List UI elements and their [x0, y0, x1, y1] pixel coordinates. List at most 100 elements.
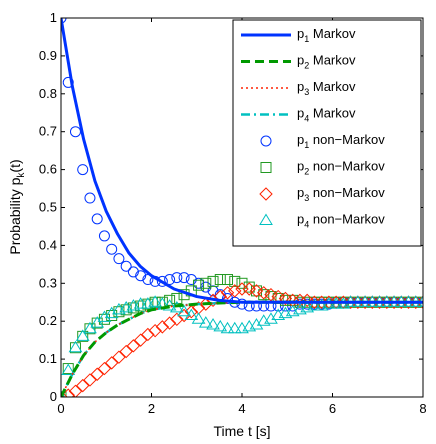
legend-marker-p4-non-markov: [259, 213, 273, 225]
data-point-p3-non-markov: [112, 350, 126, 364]
data-point-p4-non-markov: [213, 319, 228, 332]
x-tick-label: 2: [148, 401, 155, 416]
data-point-p4-non-markov: [133, 297, 148, 309]
data-point-p4-non-markov: [75, 329, 90, 341]
data-point-p3-non-markov: [351, 295, 365, 309]
data-point-p4-non-markov: [264, 312, 278, 324]
data-point-p4-non-markov: [191, 312, 206, 324]
x-axis-label: Time t [s]: [213, 423, 270, 439]
data-point-p4-non-markov: [90, 316, 105, 328]
data-point-p3-non-markov: [119, 344, 133, 359]
y-tick-label: 0.1: [39, 351, 57, 366]
legend-label-p2-non-markov: p2 non−Markov: [297, 159, 385, 177]
data-point-p3-non-markov: [162, 316, 177, 330]
data-point-p1-non-markov: [185, 274, 197, 286]
data-point-p3-non-markov: [228, 284, 242, 298]
data-point-p3-non-markov: [76, 378, 90, 393]
data-point-p3-non-markov: [177, 308, 191, 323]
data-point-p4-non-markov: [184, 308, 199, 321]
data-point-p4-non-markov: [83, 321, 97, 334]
data-point-p3-non-markov: [97, 361, 112, 376]
data-point-p3-non-markov: [83, 373, 97, 387]
legend-label-p4-markov: p4 Markov: [297, 106, 356, 124]
legend-label-p3-markov: p3 Markov: [297, 79, 356, 97]
y-tick-label: 0.3: [39, 275, 57, 290]
data-point-p3-non-markov: [133, 333, 148, 347]
data-point-p3-non-markov: [365, 295, 380, 309]
data-point-p3-non-markov: [387, 295, 401, 309]
data-point-p3-non-markov: [278, 291, 293, 306]
data-point-p3-non-markov: [220, 286, 235, 300]
x-tick-label: 6: [329, 401, 336, 416]
data-point-p4-non-markov: [227, 321, 242, 334]
series-p3-non-markov: [61, 282, 423, 397]
data-point-p2-non-markov: [77, 330, 89, 342]
data-point-p3-non-markov: [170, 312, 184, 327]
data-point-p3-non-markov: [235, 282, 249, 296]
y-tick-label: 0.8: [39, 86, 57, 101]
data-point-p3-non-markov: [90, 367, 104, 381]
y-tick-label: 0: [50, 389, 57, 404]
data-point-p1-non-markov: [106, 243, 118, 255]
data-point-p1-non-markov: [164, 274, 176, 286]
data-point-p1-non-markov: [236, 298, 248, 310]
data-point-p3-non-markov: [155, 320, 170, 334]
data-point-p2-non-markov: [236, 277, 248, 289]
legend-marker-p2-non-markov: [260, 162, 272, 173]
data-point-p3-non-markov: [257, 286, 271, 300]
data-point-p3-non-markov: [104, 356, 119, 370]
series-line-p1-markov: [61, 18, 423, 304]
data-point-p3-non-markov: [61, 390, 68, 397]
data-point-p3-non-markov: [242, 282, 256, 296]
data-point-p2-non-markov: [250, 285, 262, 297]
y-tick-label: 0.9: [39, 48, 57, 63]
data-point-p3-non-markov: [314, 295, 329, 309]
data-point-p4-non-markov: [249, 318, 264, 330]
series-p1-markov: [61, 18, 423, 304]
legend-label-p1-non-markov: p1 non−Markov: [297, 132, 385, 150]
legend: p1 Markov p2 Markov p3 Markov p4 Markov p1 n…: [232, 19, 422, 247]
data-point-p4-non-markov: [177, 304, 191, 317]
data-point-p3-non-markov: [401, 295, 416, 309]
data-point-p1-non-markov: [135, 270, 147, 282]
data-point-p1-non-markov: [178, 272, 190, 284]
data-point-p3-non-markov: [358, 295, 372, 309]
data-point-p4-non-markov: [206, 318, 220, 330]
y-axis-label: Probability pk(t): [7, 159, 27, 254]
data-point-p4-non-markov: [61, 363, 76, 375]
data-point-p2-non-markov: [222, 274, 234, 286]
data-point-p3-non-markov: [409, 295, 423, 309]
data-point-p3-non-markov: [394, 295, 408, 309]
data-point-p1-non-markov: [127, 266, 139, 278]
legend-box: [232, 19, 422, 247]
data-point-p3-non-markov: [380, 295, 394, 309]
data-point-p3-non-markov: [148, 323, 162, 338]
data-point-p2-non-markov: [193, 279, 205, 291]
data-point-p1-non-markov: [113, 253, 125, 265]
y-tick-label: 0.7: [39, 124, 57, 139]
legend-marker-p3-non-markov: [259, 187, 273, 201]
x-tick-label: 4: [238, 401, 245, 416]
data-point-p1-non-markov: [77, 164, 89, 176]
data-point-p2-non-markov: [229, 275, 241, 287]
data-point-p4-non-markov: [148, 295, 163, 307]
data-point-p3-non-markov: [307, 295, 322, 309]
data-point-p2-non-markov: [171, 292, 183, 304]
data-point-p3-non-markov: [293, 293, 307, 308]
y-tick-label: 1: [50, 10, 57, 25]
data-point-p4-non-markov: [220, 321, 235, 334]
data-point-p1-non-markov: [91, 213, 103, 225]
y-tick-label: 0.6: [39, 162, 57, 177]
data-point-p3-non-markov: [126, 339, 141, 353]
data-point-p3-non-markov: [300, 293, 314, 308]
data-point-p3-non-markov: [184, 305, 199, 319]
data-point-p3-non-markov: [264, 287, 278, 302]
data-point-p3-non-markov: [343, 295, 358, 309]
data-point-p1-non-markov: [84, 192, 96, 204]
data-point-p4-non-markov: [97, 310, 112, 322]
data-point-p2-non-markov: [164, 294, 176, 306]
data-point-p2-non-markov: [91, 317, 103, 329]
data-point-p3-non-markov: [249, 284, 264, 298]
data-point-p2-non-markov: [84, 323, 96, 335]
